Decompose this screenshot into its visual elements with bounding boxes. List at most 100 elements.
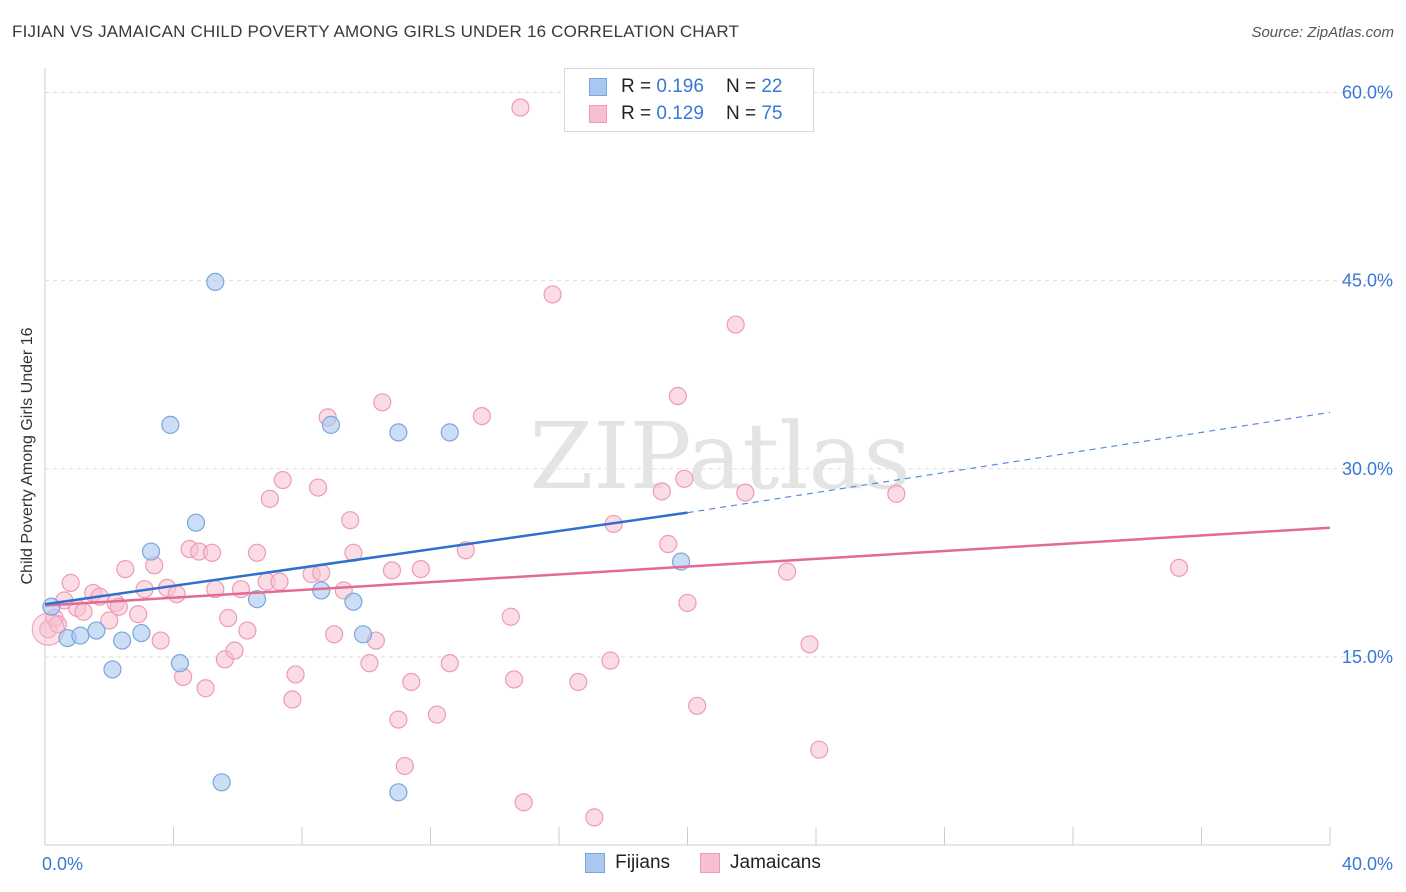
jamaicans-point	[736, 483, 755, 502]
fijians-point	[161, 415, 180, 434]
jamaicans-point	[501, 607, 520, 626]
jamaicans-point	[504, 670, 524, 689]
legend-n-label: N =	[725, 103, 757, 124]
legend-r-value: 0.196	[656, 76, 704, 97]
jamaicans-legend-swatch	[700, 853, 721, 873]
jamaicans-point	[440, 654, 459, 673]
jamaicans-point	[472, 406, 491, 426]
jamaicans-point	[270, 572, 289, 591]
legend-label-fijians: Fijians	[615, 852, 671, 873]
x-tick-label: 0.0%	[42, 854, 83, 874]
fijians-point	[389, 783, 408, 802]
fijians-point	[344, 592, 363, 611]
jamaicans-point	[427, 705, 447, 724]
fijians-trend-line	[44, 511, 688, 606]
jamaicans-point	[116, 559, 135, 579]
jamaicans-point	[887, 484, 906, 503]
jamaicans-point	[569, 672, 588, 692]
fijians-point	[71, 626, 90, 645]
jamaicans-point	[726, 315, 745, 334]
jamaicans-point	[273, 470, 292, 490]
jamaicans-point	[678, 593, 697, 613]
legend-item-jamaicans: Jamaicans	[700, 852, 821, 874]
jamaicans-point	[800, 635, 819, 654]
jamaicans-point	[668, 386, 687, 406]
fijians-point	[321, 415, 341, 434]
legend-r-label: R =	[621, 103, 652, 124]
fijians-point	[112, 631, 132, 650]
legend-r-value: 0.129	[656, 103, 704, 124]
fijians-point	[87, 621, 106, 640]
y-axis-label: Child Poverty Among Girls Under 16	[19, 327, 36, 584]
jamaicans-point	[247, 543, 267, 562]
jamaicans-point	[777, 562, 797, 581]
jamaicans-swatch	[589, 105, 607, 123]
y-tick-label: 45.0%	[1342, 271, 1393, 291]
fijians-point	[103, 660, 122, 679]
jamaicans-point	[389, 710, 408, 729]
watermark: ZIPatlas	[529, 403, 910, 510]
jamaicans-point	[675, 469, 694, 488]
legend-row-fijians: R = 0.196 N = 22	[589, 75, 782, 99]
legend-n-value: 22	[761, 76, 783, 97]
jamaicans-point	[411, 559, 430, 579]
fijians-point	[212, 773, 231, 792]
jamaicans-points	[31, 98, 1189, 827]
jamaicans-point	[286, 665, 305, 684]
jamaicans-point	[514, 793, 533, 812]
fijians-point	[42, 597, 61, 616]
y-tick-labels: 15.0% 30.0% 45.0% 60.0%	[1342, 83, 1393, 667]
legend-label-jamaicans: Jamaicans	[730, 852, 821, 873]
fijians-point	[389, 423, 408, 442]
jamaicans-point	[61, 573, 80, 592]
legend-n-value: 75	[761, 103, 783, 124]
x-tick-labels: 0.0% 40.0%	[42, 854, 1393, 874]
jamaicans-point	[360, 654, 379, 673]
y-tick-label: 30.0%	[1342, 459, 1393, 479]
jamaicans-point	[688, 696, 707, 715]
fijians-point	[247, 590, 267, 609]
jamaicans-point	[659, 534, 678, 554]
jamaicans-point	[395, 756, 414, 776]
jamaicans-point	[402, 672, 421, 692]
jamaicans-point	[325, 625, 344, 644]
jamaicans-point	[1169, 558, 1189, 577]
trend-lines	[44, 411, 1331, 607]
chart-title: FIJIAN VS JAMAICAN CHILD POVERTY AMONG G…	[12, 22, 740, 41]
fijians-point	[206, 272, 225, 292]
source-label: Source: ZipAtlas.com	[1251, 24, 1394, 41]
jamaicans-point	[129, 605, 148, 624]
fijians-point	[186, 513, 206, 532]
jamaicans-point	[382, 561, 402, 580]
fijians-point	[353, 625, 373, 644]
axes	[44, 68, 1331, 846]
fijians-point	[170, 654, 190, 673]
correlation-legend: R = 0.196 N = 22 R = 0.129 N = 75	[564, 68, 814, 132]
fijians-point	[312, 581, 331, 600]
jamaicans-point	[238, 621, 257, 640]
jamaicans-point	[373, 393, 392, 412]
legend-n-label: N =	[725, 76, 757, 97]
jamaicans-point	[100, 611, 119, 630]
x-tick-label: 40.0%	[1342, 854, 1393, 874]
fijians-point	[141, 542, 161, 561]
jamaicans-trend-line	[44, 526, 1331, 607]
fijians-legend-swatch	[585, 853, 606, 873]
jamaicans-point	[810, 740, 829, 759]
jamaicans-point	[48, 615, 67, 634]
jamaicans-point	[196, 679, 215, 698]
fijians-point	[132, 623, 151, 643]
fijians-point	[440, 423, 459, 442]
jamaicans-point	[652, 482, 671, 501]
legend-row-jamaicans: R = 0.129 N = 75	[589, 102, 782, 126]
jamaicans-point	[167, 585, 186, 604]
fijians-trend-extension	[687, 411, 1331, 514]
legend-item-fijians: Fijians	[585, 852, 670, 874]
legend-r-label: R =	[621, 76, 652, 97]
fijians-points	[42, 272, 691, 802]
jamaicans-point	[219, 608, 238, 628]
jamaicans-point	[341, 511, 360, 530]
jamaicans-point	[308, 478, 328, 497]
jamaicans-point	[601, 651, 620, 670]
